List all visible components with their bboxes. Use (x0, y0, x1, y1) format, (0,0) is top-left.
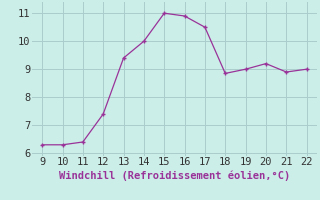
X-axis label: Windchill (Refroidissement éolien,°C): Windchill (Refroidissement éolien,°C) (59, 170, 290, 181)
